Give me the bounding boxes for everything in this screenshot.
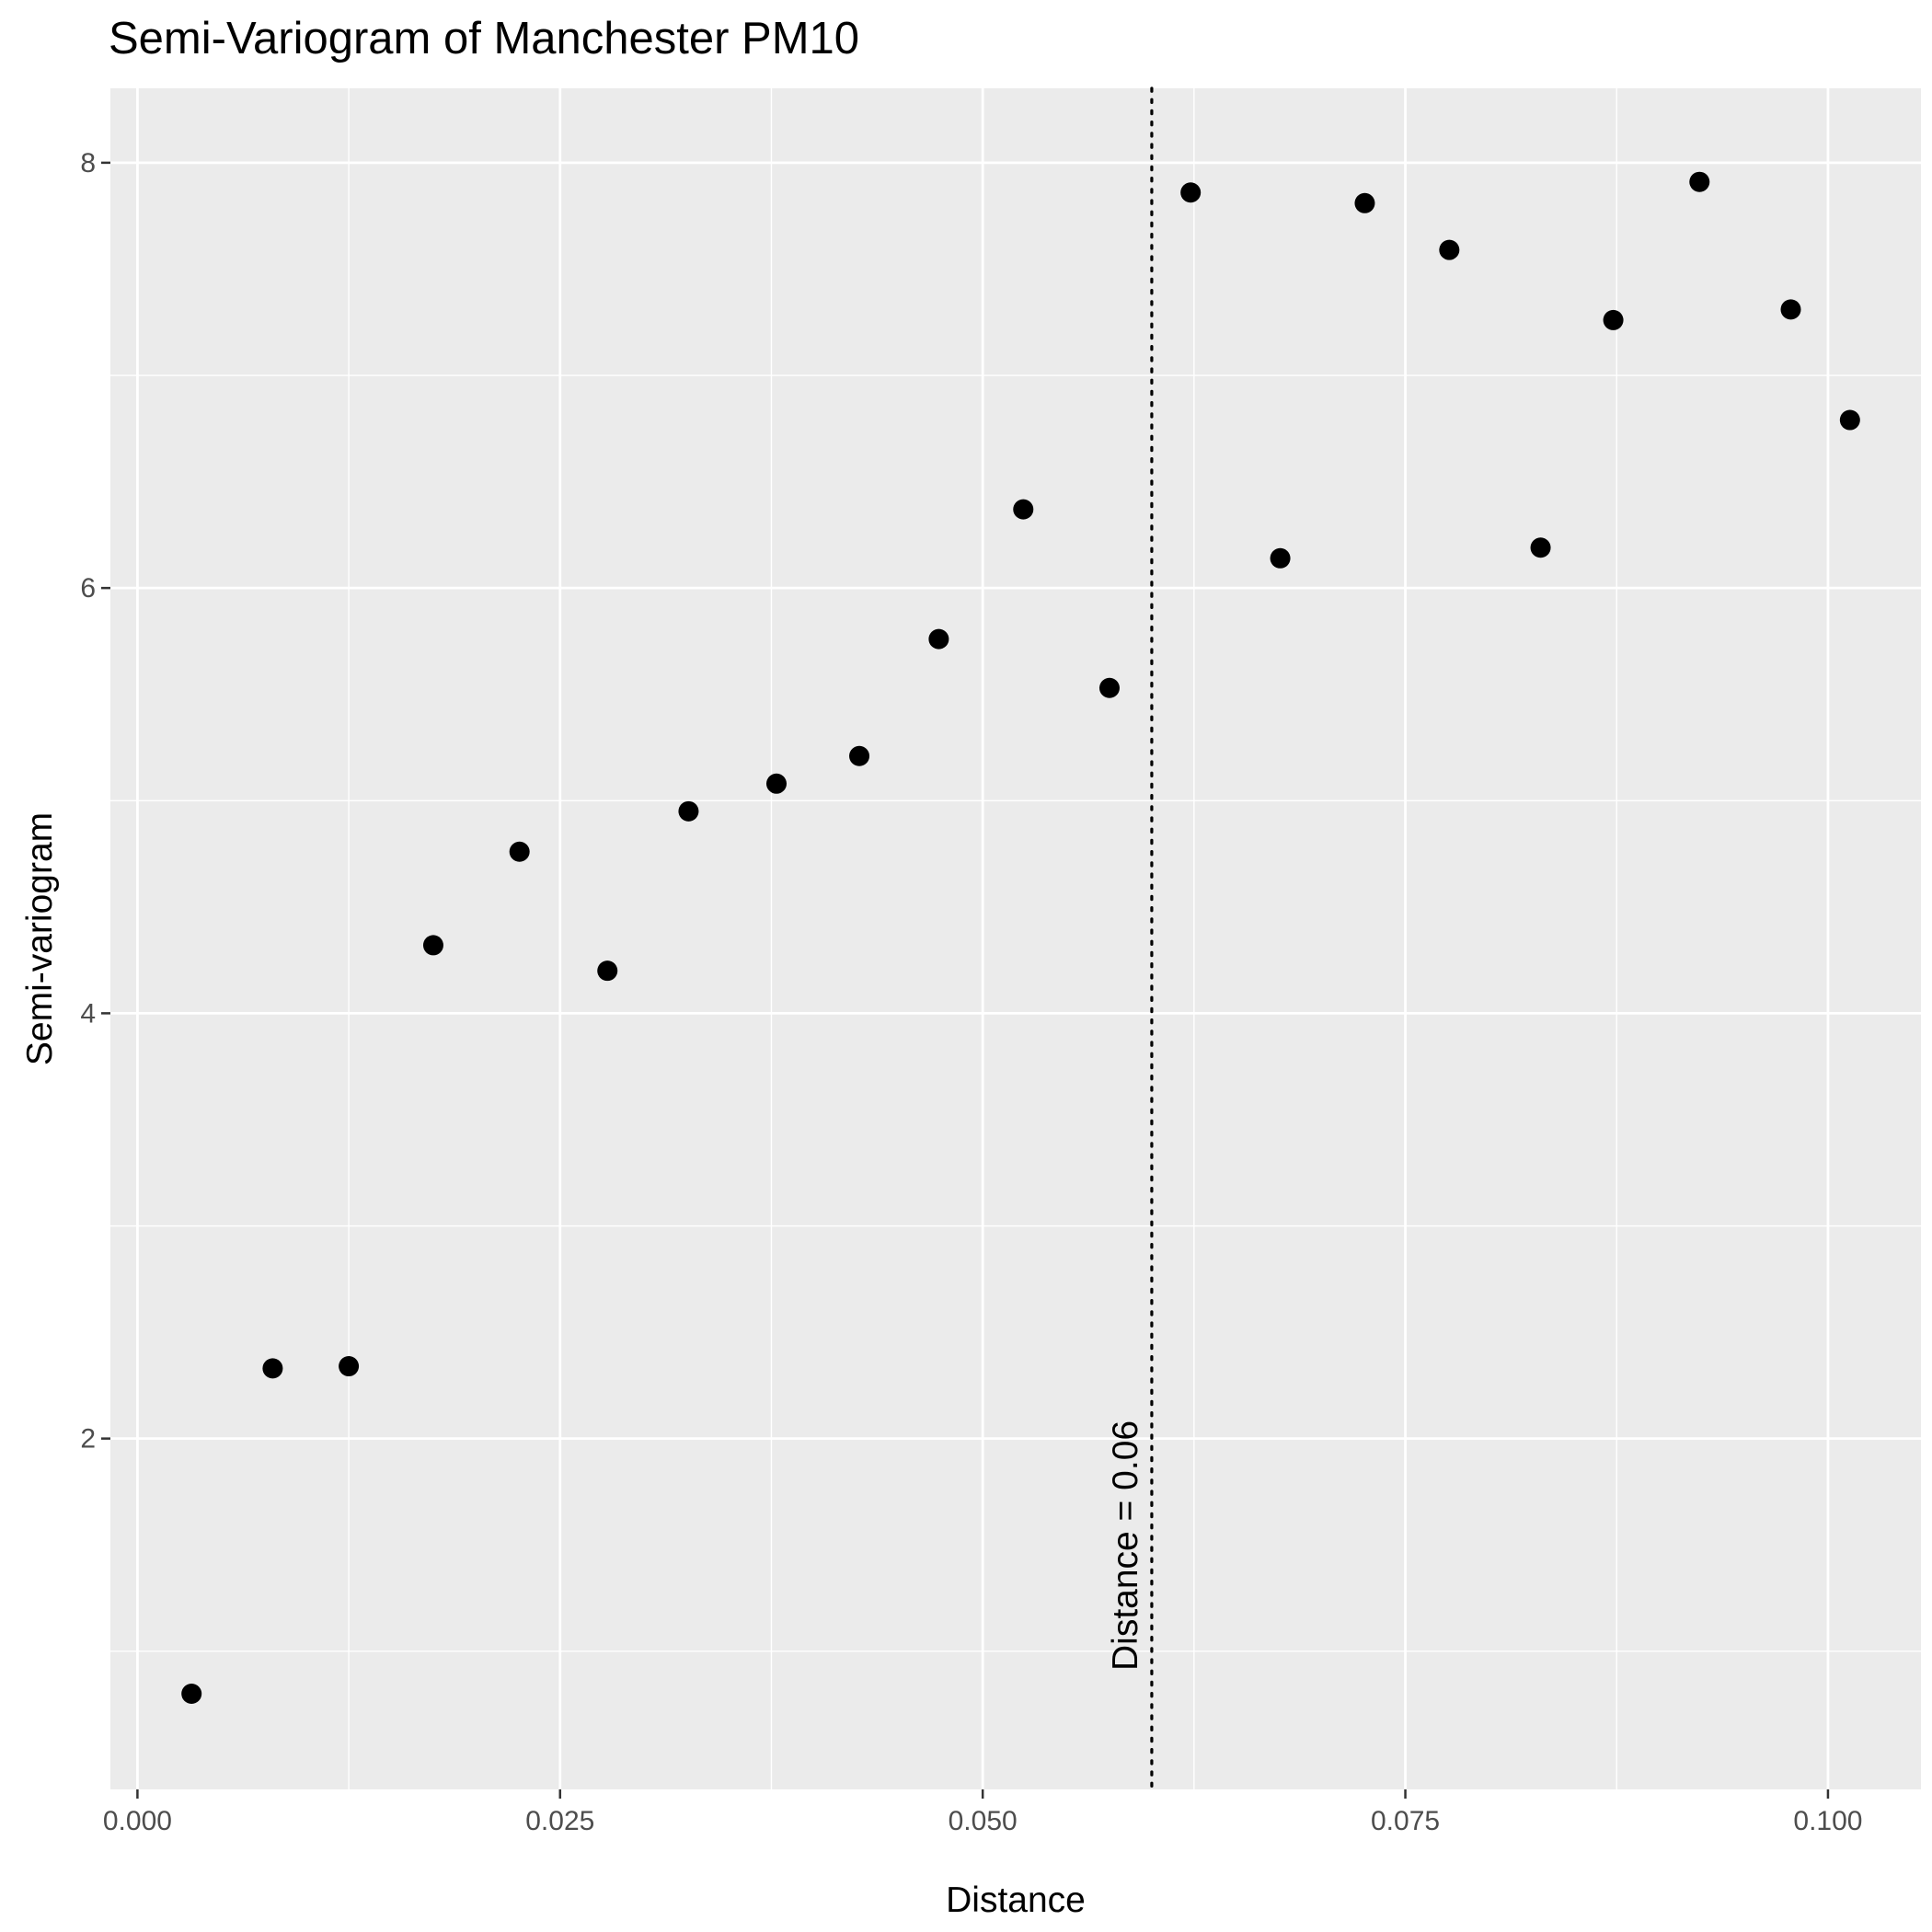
data-point (928, 628, 949, 650)
data-point (849, 745, 870, 766)
data-point (1013, 499, 1034, 520)
data-point (181, 1683, 202, 1704)
major-gridlines (110, 88, 1921, 1789)
x-tick-label: 0.050 (949, 1806, 1018, 1836)
data-point (1780, 299, 1801, 320)
data-point (509, 841, 530, 862)
data-point (678, 800, 699, 822)
x-tick-label: 0.100 (1793, 1806, 1862, 1836)
data-point (422, 935, 443, 956)
minor-gridlines (110, 88, 1921, 1789)
y-tick-label: 8 (80, 148, 96, 178)
data-point (1098, 677, 1120, 698)
y-tick-label: 6 (80, 573, 96, 604)
y-tick-label: 2 (80, 1424, 96, 1455)
data-point (1354, 192, 1375, 213)
plot-panel (110, 88, 1921, 1789)
data-point (339, 1356, 360, 1377)
y-tick-label: 4 (80, 998, 96, 1029)
annotation-layer: Distance = 0.06 (1106, 86, 1154, 1791)
data-point (597, 960, 618, 982)
data-point (1530, 537, 1551, 558)
data-point (1689, 171, 1710, 192)
data-point (1439, 239, 1460, 260)
x-tick-label: 0.025 (525, 1806, 594, 1836)
x-tick-label: 0.075 (1371, 1806, 1440, 1836)
data-point (1603, 309, 1624, 330)
data-point (765, 773, 787, 794)
x-axis-title: Distance (946, 1880, 1086, 1920)
axes: 0.000 0.025 0.050 0.075 0.100 2 4 6 8 (80, 148, 1862, 1836)
data-point (1180, 182, 1202, 203)
chart-title: Semi-Variogram of Manchester PM10 (109, 14, 860, 63)
data-point (1270, 547, 1291, 569)
data-point (262, 1358, 283, 1379)
threshold-label: Distance = 0.06 (1106, 1420, 1145, 1671)
data-point (1839, 409, 1860, 431)
data-points (181, 171, 1860, 1704)
y-axis-title: Semi-variogram (20, 812, 60, 1065)
x-tick-label: 0.000 (103, 1806, 172, 1836)
